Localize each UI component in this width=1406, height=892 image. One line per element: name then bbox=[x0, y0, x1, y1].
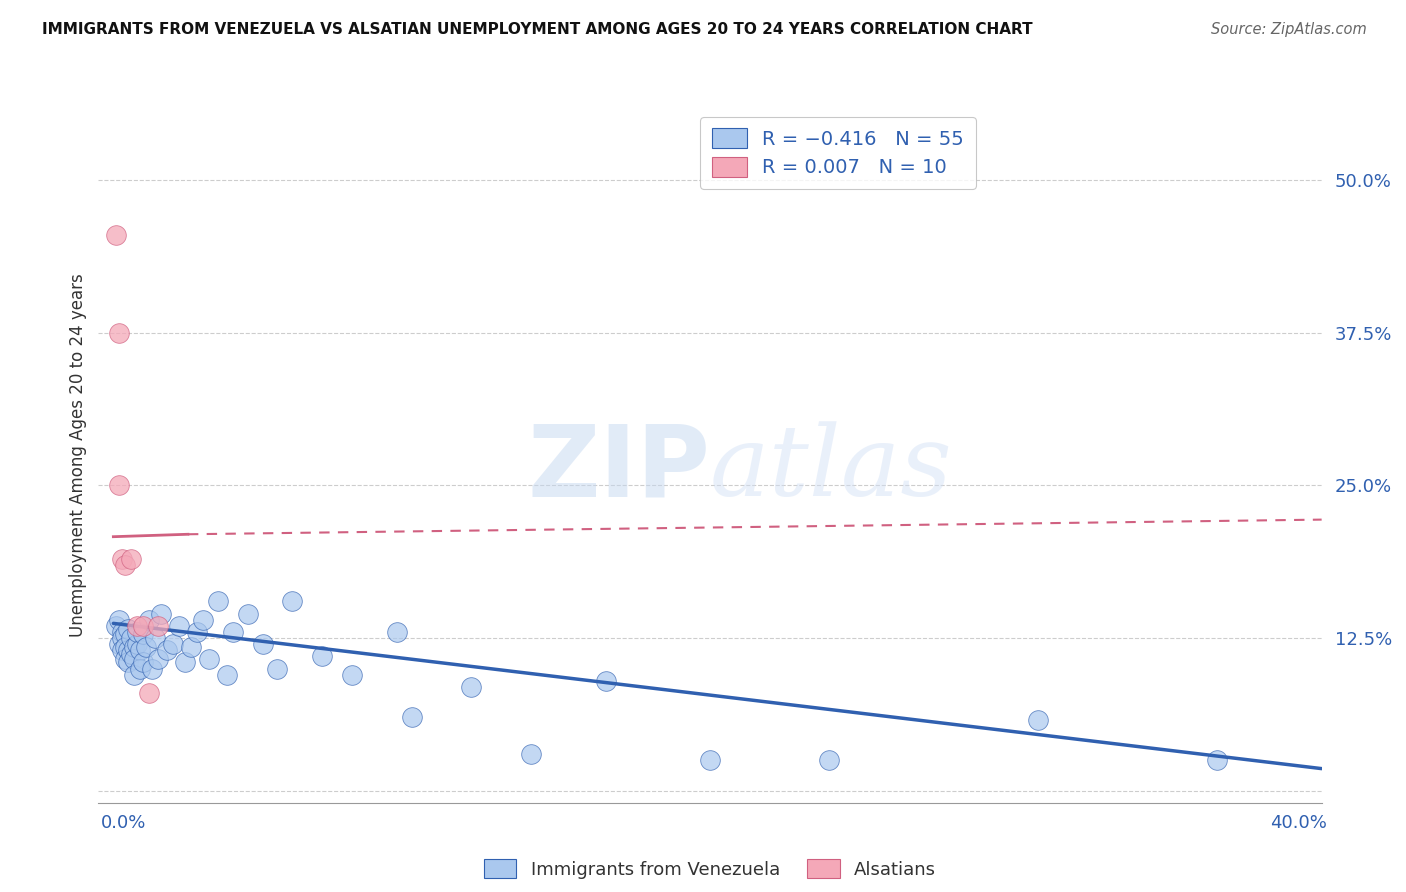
Point bbox=[520, 747, 543, 761]
Point bbox=[122, 652, 145, 666]
Point bbox=[108, 613, 131, 627]
Point bbox=[266, 661, 288, 675]
Point bbox=[127, 619, 149, 633]
Point bbox=[401, 710, 423, 724]
Point bbox=[127, 637, 149, 651]
Point bbox=[135, 640, 157, 654]
Text: ZIP: ZIP bbox=[527, 420, 710, 517]
Point bbox=[138, 613, 160, 627]
Point bbox=[117, 643, 139, 657]
Point bbox=[117, 656, 139, 670]
Point bbox=[186, 624, 208, 639]
Point bbox=[129, 661, 152, 675]
Point bbox=[108, 637, 131, 651]
Point bbox=[108, 326, 131, 340]
Point bbox=[122, 640, 145, 654]
Point bbox=[111, 551, 134, 566]
Point bbox=[117, 623, 139, 637]
Point bbox=[150, 607, 173, 621]
Point bbox=[191, 613, 214, 627]
Text: 40.0%: 40.0% bbox=[1271, 814, 1327, 831]
Point bbox=[111, 624, 134, 639]
Point bbox=[818, 753, 841, 767]
Point bbox=[111, 631, 134, 645]
Point bbox=[460, 680, 482, 694]
Point bbox=[129, 643, 152, 657]
Y-axis label: Unemployment Among Ages 20 to 24 years: Unemployment Among Ages 20 to 24 years bbox=[69, 273, 87, 637]
Point bbox=[141, 661, 163, 675]
Point bbox=[114, 627, 136, 641]
Point bbox=[198, 652, 221, 666]
Point bbox=[105, 619, 128, 633]
Point bbox=[311, 649, 333, 664]
Point bbox=[162, 637, 184, 651]
Point bbox=[252, 637, 274, 651]
Point bbox=[385, 624, 408, 639]
Point bbox=[595, 673, 617, 688]
Point bbox=[132, 656, 155, 670]
Point bbox=[143, 631, 166, 645]
Point bbox=[111, 643, 134, 657]
Point bbox=[221, 624, 243, 639]
Point bbox=[120, 631, 142, 645]
Point bbox=[174, 656, 197, 670]
Point bbox=[122, 667, 145, 681]
Point bbox=[114, 558, 136, 572]
Point bbox=[132, 627, 155, 641]
Point bbox=[114, 652, 136, 666]
Point bbox=[127, 624, 149, 639]
Point bbox=[699, 753, 721, 767]
Point bbox=[120, 647, 142, 661]
Point bbox=[340, 667, 363, 681]
Point bbox=[215, 667, 238, 681]
Point bbox=[207, 594, 229, 608]
Text: Source: ZipAtlas.com: Source: ZipAtlas.com bbox=[1211, 22, 1367, 37]
Text: IMMIGRANTS FROM VENEZUELA VS ALSATIAN UNEMPLOYMENT AMONG AGES 20 TO 24 YEARS COR: IMMIGRANTS FROM VENEZUELA VS ALSATIAN UN… bbox=[42, 22, 1033, 37]
Point bbox=[105, 228, 128, 243]
Legend: Immigrants from Venezuela, Alsatians: Immigrants from Venezuela, Alsatians bbox=[475, 850, 945, 888]
Point bbox=[1026, 713, 1049, 727]
Text: 0.0%: 0.0% bbox=[101, 814, 146, 831]
Point bbox=[138, 686, 160, 700]
Point bbox=[114, 640, 136, 654]
Point bbox=[167, 619, 190, 633]
Text: atlas: atlas bbox=[710, 421, 953, 516]
Point bbox=[108, 478, 131, 492]
Point bbox=[180, 640, 202, 654]
Point bbox=[146, 619, 169, 633]
Point bbox=[132, 619, 155, 633]
Point bbox=[236, 607, 259, 621]
Point bbox=[1206, 753, 1229, 767]
Point bbox=[120, 551, 142, 566]
Point bbox=[281, 594, 304, 608]
Point bbox=[146, 652, 169, 666]
Point bbox=[156, 643, 179, 657]
